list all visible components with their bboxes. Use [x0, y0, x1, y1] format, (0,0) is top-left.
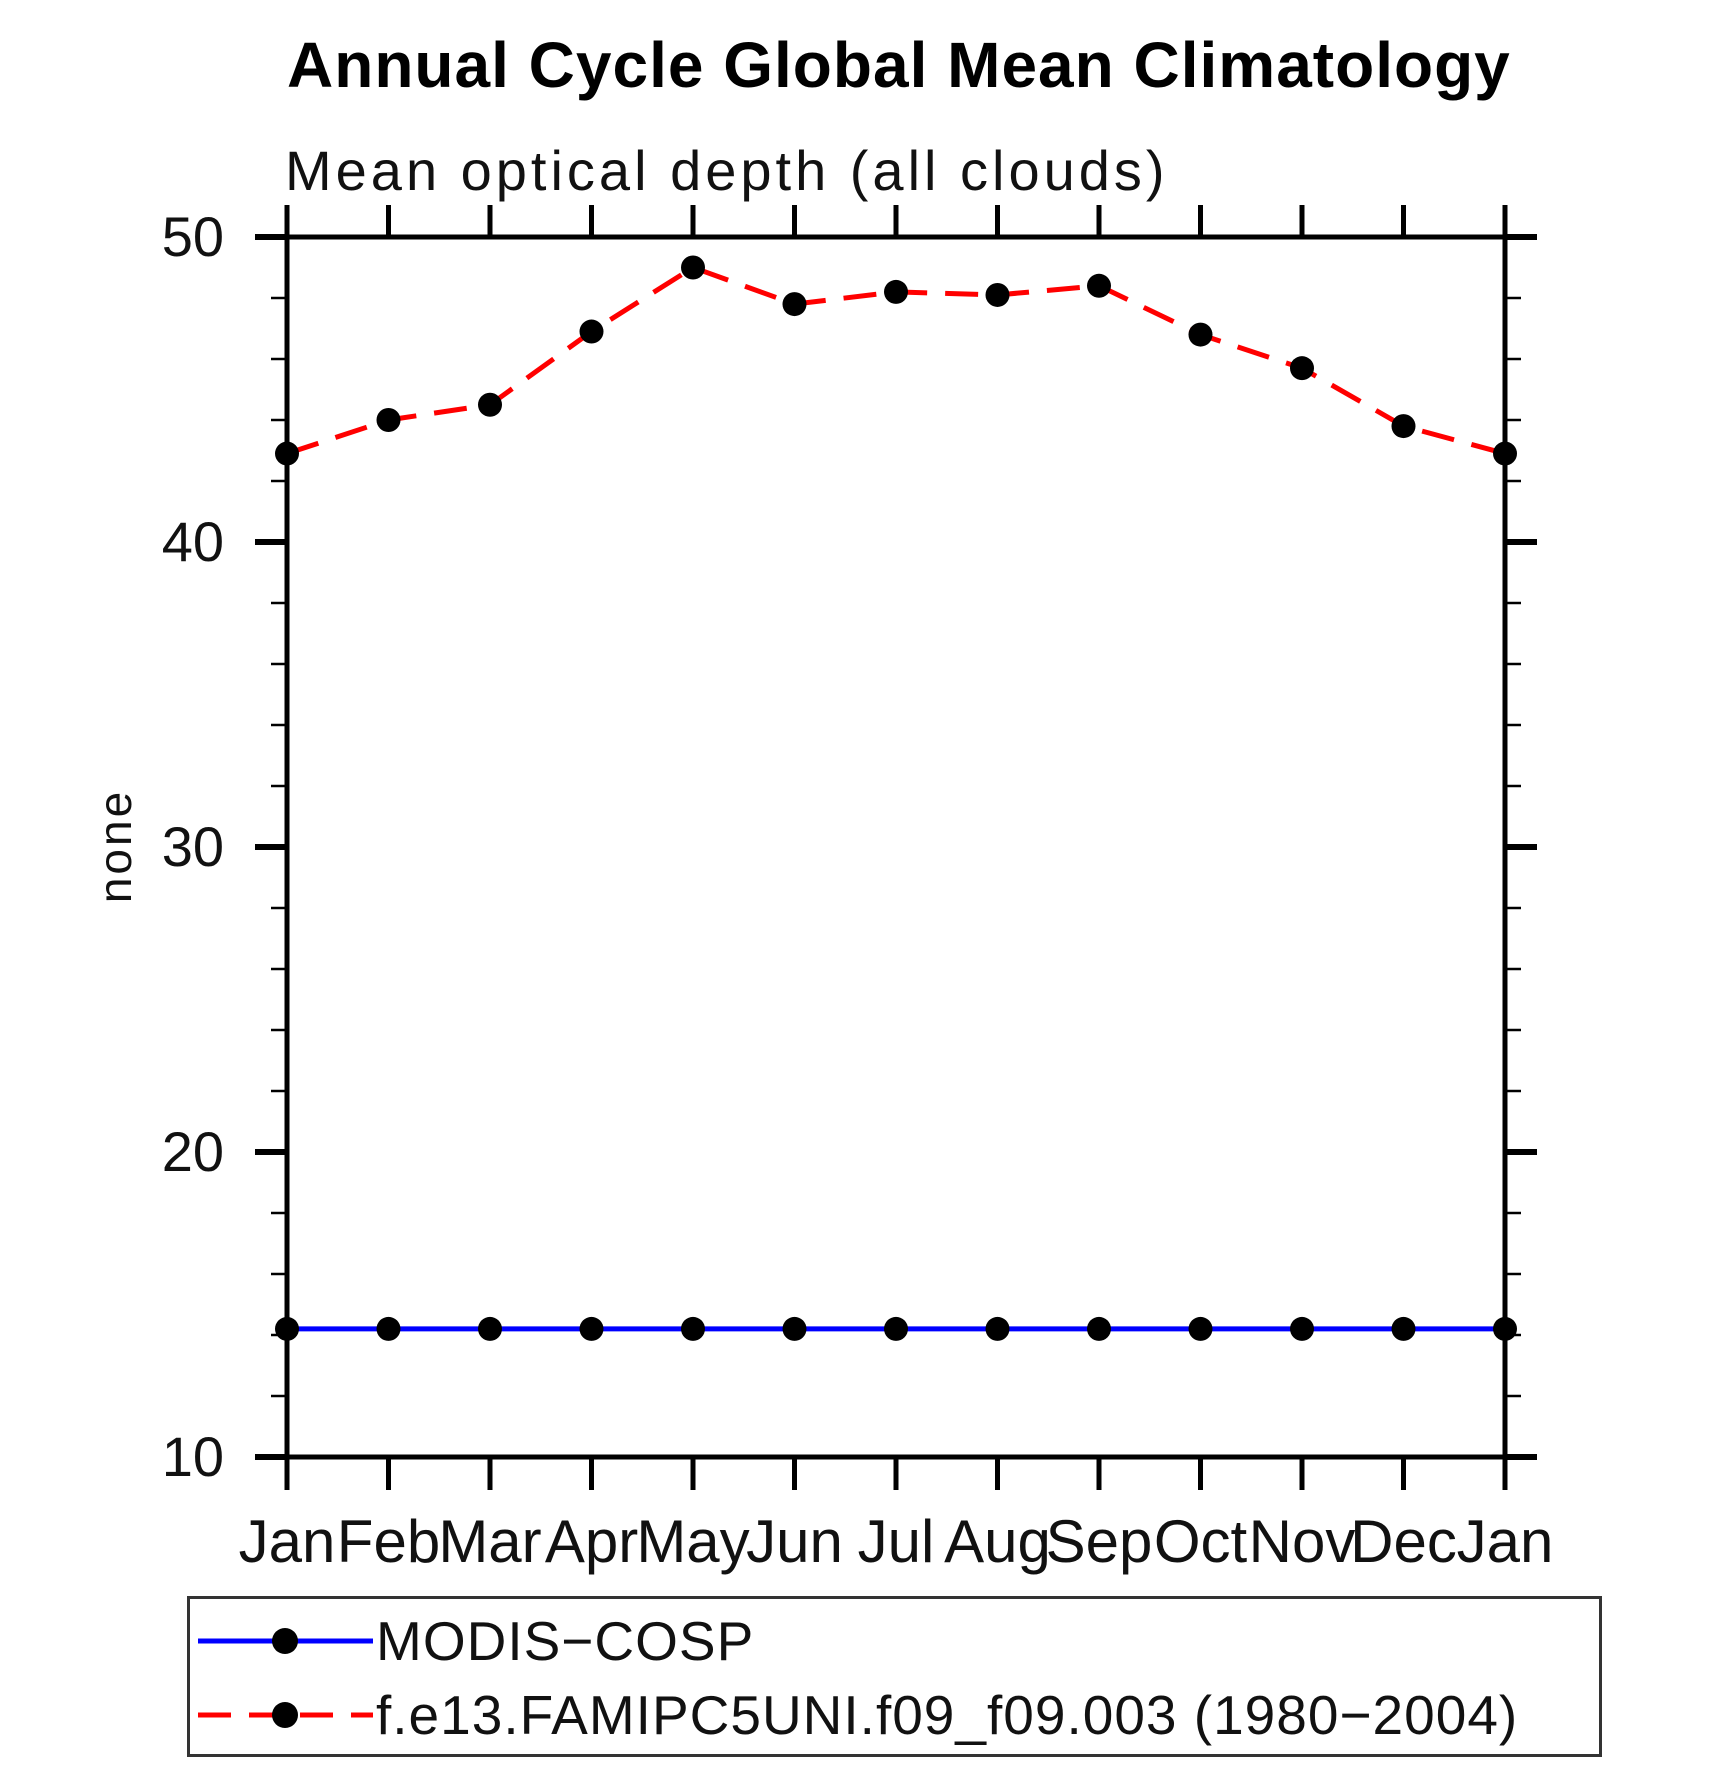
x-tick-label: Apr — [545, 1508, 638, 1575]
y-tick-label: 20 — [162, 1120, 224, 1183]
data-point-model — [1188, 322, 1213, 347]
chart-title: Annual Cycle Global Mean Climatology — [287, 29, 1511, 101]
data-point-model — [579, 319, 604, 344]
data-point-model — [985, 282, 1010, 307]
x-tick-label: Jul — [858, 1508, 935, 1575]
plot-border — [284, 234, 1508, 1460]
data-point-obs — [985, 1316, 1010, 1341]
data-point-obs — [1188, 1316, 1213, 1341]
data-point-model — [1391, 414, 1416, 439]
data-point-obs — [782, 1316, 807, 1341]
x-tick-label: Dec — [1350, 1508, 1457, 1575]
chart-subtitle: Mean optical depth (all clouds) — [285, 139, 1169, 202]
legend-box: MODIS−COSP f.e13.FAMIPC5UNI.f09_f09.003 (… — [187, 1596, 1602, 1757]
x-tick-label: Sep — [1046, 1508, 1153, 1575]
data-point-obs — [1087, 1316, 1111, 1341]
legend-row: MODIS−COSP — [190, 1604, 1599, 1678]
data-point-obs — [478, 1316, 502, 1341]
data-point-obs — [275, 1316, 299, 1341]
x-tick-label: Jan — [239, 1508, 336, 1575]
x-tick-label: Jan — [1457, 1508, 1554, 1575]
data-point-obs — [1493, 1316, 1517, 1341]
x-tick-label: Oct — [1154, 1508, 1248, 1575]
data-point-model — [1493, 441, 1517, 466]
legend-label: f.e13.FAMIPC5UNI.f09_f09.003 (1980−2004) — [376, 1684, 1519, 1746]
data-point-model — [1290, 356, 1314, 381]
legend-row: f.e13.FAMIPC5UNI.f09_f09.003 (1980−2004) — [190, 1678, 1599, 1752]
data-point-model — [275, 441, 299, 466]
y-tick-label: 30 — [162, 815, 224, 878]
data-point-obs — [1391, 1316, 1416, 1341]
data-point-obs — [1290, 1316, 1314, 1341]
legend-label: MODIS−COSP — [376, 1610, 755, 1672]
data-point-obs — [884, 1316, 908, 1341]
x-tick-label: Jun — [746, 1508, 843, 1575]
data-point-obs — [579, 1316, 604, 1341]
x-tick-label: Feb — [337, 1508, 440, 1575]
y-tick-label: 40 — [162, 510, 224, 573]
legend-swatch-graphic — [198, 1702, 373, 1728]
data-point-model — [478, 392, 502, 417]
data-point-model — [1087, 273, 1111, 298]
data-point-obs — [376, 1316, 401, 1341]
data-point-model — [681, 255, 705, 280]
data-point-model — [782, 292, 807, 317]
data-point-model — [376, 408, 401, 432]
data-point-obs — [681, 1316, 705, 1341]
x-tick-label: Mar — [438, 1508, 541, 1575]
data-point-model — [884, 279, 908, 304]
legend-line-swatch — [198, 1626, 373, 1656]
y-tick-label: 50 — [162, 205, 224, 268]
y-tick-label: 10 — [162, 1425, 224, 1488]
legend-swatch-graphic — [198, 1628, 373, 1654]
x-tick-label: Aug — [944, 1508, 1051, 1575]
x-tick-label: May — [636, 1508, 749, 1575]
legend-line-swatch — [198, 1700, 373, 1730]
x-tick-label: Nov — [1249, 1508, 1356, 1575]
